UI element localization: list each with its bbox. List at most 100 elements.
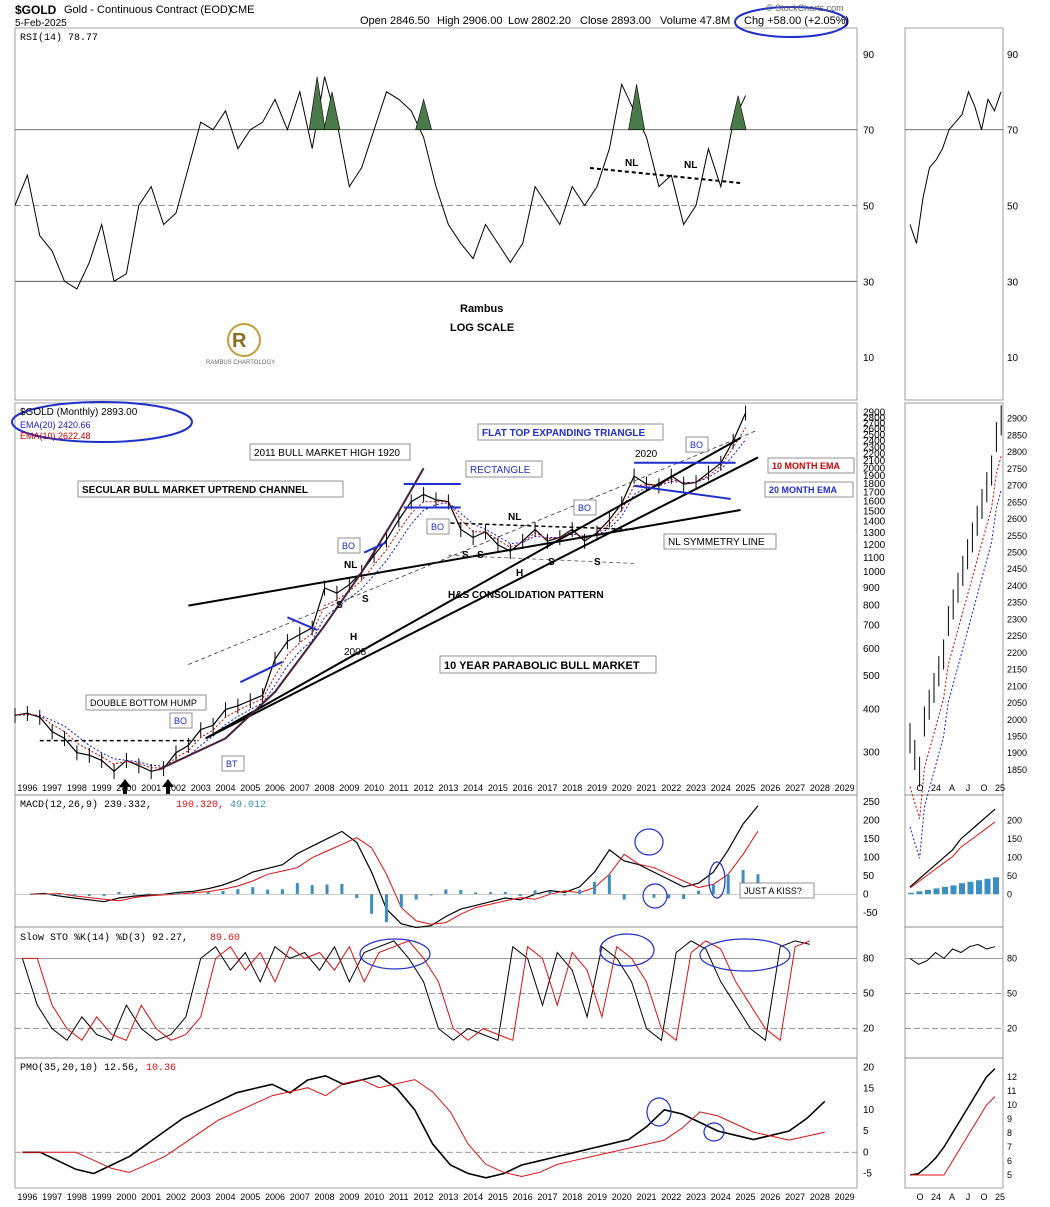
macd-hist-bar (488, 892, 492, 895)
side-price-tick: 1950 (1007, 732, 1027, 742)
price-y-tick: 1400 (863, 517, 886, 528)
right-shoulder-2008: S (362, 594, 369, 605)
parabolic-label: 10 YEAR PARABOLIC BULL MARKET (444, 660, 640, 672)
rsi-side-tick: 90 (1007, 50, 1019, 61)
double-bottom-label: DOUBLE BOTTOM HUMP (90, 698, 197, 708)
sto-side-line (909, 943, 996, 965)
bo-2009: BO (342, 541, 355, 551)
rsi-y-tick: 50 (863, 202, 875, 213)
macd-y-tick: 250 (863, 797, 880, 808)
pmo-side-line (909, 1068, 996, 1176)
left-shoulder-2008: S (336, 600, 343, 611)
nl-2008: NL (344, 560, 357, 571)
bottom-x-tick: 2026 (760, 1192, 780, 1202)
price-x-tick: 1998 (67, 783, 87, 793)
price-x-tick: 2020 (612, 783, 632, 793)
rsi-line (14, 76, 747, 290)
macd-signal-label: 190.320, (176, 800, 224, 811)
side-price-tick: 2750 (1007, 464, 1027, 474)
bottom-x-tick: 2022 (661, 1192, 681, 1202)
sto-panel-frame (14, 926, 858, 1059)
macd-hist-bar (132, 893, 136, 895)
bottom-x-tick: 1997 (42, 1192, 62, 1202)
hs-neckline (443, 522, 635, 531)
rsi-nl-1: NL (625, 158, 638, 169)
bull-high-label: 2011 BULL MARKET HIGH 1920 (254, 448, 400, 459)
side-price-tick: 2150 (1007, 665, 1027, 675)
bottom-x-tick: 2018 (562, 1192, 582, 1202)
price-x-tick: 2018 (562, 783, 582, 793)
side-price-tick: 1850 (1007, 765, 1027, 775)
bottom-x-tick: 2009 (339, 1192, 359, 1202)
price-y-tick: 2200 (863, 449, 886, 460)
ema20-label: 20 MONTH EMA (769, 485, 838, 495)
pmo-ellipse-1 (646, 1097, 672, 1127)
ema10-label: 10 MONTH EMA (772, 461, 841, 471)
macd-hist-bar (533, 890, 537, 895)
stockcharts-brand[interactable]: © StockCharts.com (766, 3, 844, 13)
side-price-tick: 2050 (1007, 698, 1027, 708)
price-y-tick: 1000 (863, 567, 886, 578)
nl-symmetry-label-box (663, 533, 777, 550)
side-price-tick: 2850 (1007, 430, 1027, 440)
price-x-tick: 1999 (92, 783, 112, 793)
bottom-x-tick: 2023 (686, 1192, 706, 1202)
side-x-tick: J (966, 783, 971, 793)
secular-label: SECULAR BULL MARKET UPTREND CHANNEL (82, 485, 308, 496)
bottom-x-tick: 2006 (265, 1192, 285, 1202)
bo-2002: BO (174, 716, 187, 726)
macd-hist-bar (147, 893, 151, 895)
sto-d-line (22, 940, 811, 1042)
side-ema10 (909, 456, 1002, 819)
rsi-y-tick: 90 (863, 50, 875, 61)
pmo-side-tick: 8 (1007, 1128, 1012, 1138)
price-x-tick: 2002 (166, 783, 186, 793)
hs-consolidation-label: H&S CONSOLIDATION PATTERN (448, 590, 604, 601)
macd-y-tick: -50 (863, 908, 878, 919)
rsi-overbought-fill (323, 91, 341, 131)
bo-2013: BO (431, 522, 444, 532)
macd-hist-bar (414, 894, 418, 900)
nl-2014: NL (508, 512, 521, 523)
macd-side-tick: 200 (1007, 815, 1022, 825)
sto-ellipse-3 (699, 938, 791, 972)
rsi-side-tick: 70 (1007, 126, 1019, 137)
macd-hist-bar (266, 889, 270, 895)
ema20-label-box (764, 481, 854, 498)
pmo-signal-label: 10.36 (146, 1063, 176, 1074)
bottom-x-tick: 2020 (612, 1192, 632, 1202)
pmo-label: PMO(35,20,10) 12.56, (20, 1062, 140, 1074)
rsi-overbought-fill (415, 98, 433, 131)
macd-hist-bar (548, 891, 552, 895)
price-x-tick: 2029 (835, 783, 855, 793)
price-y-tick: 1700 (863, 488, 886, 499)
macd-side-hist (976, 880, 982, 895)
bo-2018: BO (578, 503, 591, 513)
macd-hist-bar (563, 894, 567, 896)
legend-ema10: EMA(10) 2622.48 (20, 431, 91, 441)
sto-signal-label: 89.60 (210, 933, 240, 944)
macd-hist-bar (578, 889, 582, 895)
side-price-tick: 2800 (1007, 447, 1027, 457)
bottom-x-tick: 2007 (290, 1192, 310, 1202)
price-x-tick: 2021 (636, 783, 656, 793)
lower-channel-line (205, 456, 759, 740)
header-low: Low 2802.20 (508, 15, 571, 27)
macd-hist-bar (682, 894, 686, 900)
price-x-tick: 2012 (414, 783, 434, 793)
header-volume: Volume 47.8M (660, 15, 731, 27)
bottom-x-tick: 2017 (537, 1192, 557, 1202)
price-y-tick: 400 (863, 705, 880, 716)
macd-hist-bar (72, 894, 76, 896)
macd-hist-bar (711, 884, 715, 895)
pmo-panel-frame (14, 1057, 858, 1189)
flat-top-label-box (477, 423, 664, 441)
pmo-y-tick: 15 (863, 1084, 875, 1095)
price-x-tick: 2027 (785, 783, 805, 793)
pmo-y-tick: 5 (863, 1126, 869, 1137)
pmo-side-tick: 10 (1007, 1100, 1017, 1110)
triangle-2005 (239, 660, 283, 684)
macd-hist-bar (176, 892, 180, 895)
macd-hist-bar (87, 894, 91, 897)
